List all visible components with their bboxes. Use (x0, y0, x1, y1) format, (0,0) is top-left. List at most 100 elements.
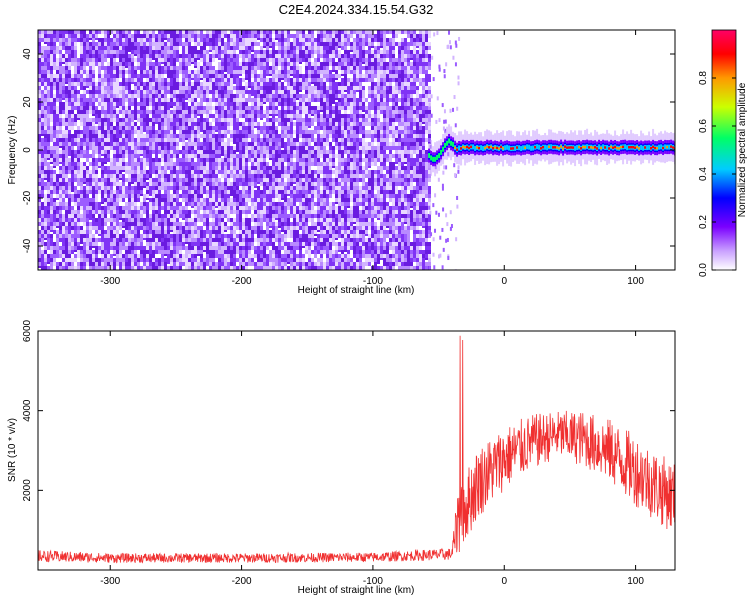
heatmap-cell (233, 34, 236, 38)
heatmap-cell (86, 238, 89, 242)
heatmap-cell (308, 262, 311, 266)
heatmap-cell (251, 154, 254, 158)
heatmap-cell (47, 174, 50, 184)
heatmap-cell (263, 126, 266, 130)
heatmap-cell (143, 206, 146, 210)
heatmap-cell (260, 226, 263, 230)
heatmap-cell (101, 90, 104, 94)
heatmap-cell (236, 66, 239, 70)
heatmap-cell (143, 94, 146, 98)
heatmap-cell (197, 174, 200, 178)
heatmap-cell (200, 58, 203, 62)
heatmap-cell (185, 174, 188, 178)
heatmap-cell (167, 66, 170, 70)
heatmap-cell (143, 266, 146, 270)
heatmap-cell (197, 150, 200, 154)
heatmap-cell (71, 114, 74, 118)
heatmap-cell (38, 70, 41, 74)
heatmap-cell (215, 162, 218, 166)
heatmap-cell (137, 106, 140, 110)
heatmap-cell (131, 130, 134, 134)
heatmap-cell (41, 30, 44, 34)
heatmap-cell (269, 34, 272, 38)
heatmap-cell (293, 98, 296, 102)
heatmap-cell (77, 190, 80, 194)
heatmap-cell (176, 158, 179, 162)
heatmap-cell (224, 122, 227, 126)
heatmap-cell (248, 38, 251, 42)
heatmap-cell (257, 106, 260, 110)
heatmap-cell (113, 222, 116, 226)
heatmap-cell (215, 150, 218, 154)
heatmap-cell (308, 210, 311, 214)
heatmap-cell (206, 186, 209, 190)
heatmap-cell (158, 150, 161, 154)
heatmap-cell (278, 246, 281, 250)
heatmap-cell (308, 138, 311, 142)
heatmap-cell (278, 74, 281, 78)
heatmap-cell (62, 122, 65, 126)
heatmap-cell (83, 154, 86, 158)
heatmap-cell (221, 66, 224, 70)
heatmap-cell (233, 122, 236, 132)
heatmap-cell (95, 130, 98, 134)
heatmap-cell (44, 138, 47, 142)
heatmap-cell (281, 50, 284, 54)
heatmap-cell (38, 30, 41, 34)
heatmap-cell (155, 166, 158, 170)
heatmap-cell (182, 182, 185, 186)
heatmap-cell (83, 122, 86, 126)
heatmap-cell (305, 118, 308, 122)
heatmap-cell (173, 46, 176, 50)
heatmap-cell (101, 46, 104, 50)
heatmap-cell (158, 250, 161, 254)
heatmap-cell (104, 166, 107, 176)
heatmap-cell (143, 142, 146, 146)
heatmap-cell (47, 246, 50, 250)
heatmap-cell (311, 206, 314, 210)
heatmap-cell (269, 54, 272, 58)
heatmap-cell (176, 150, 179, 154)
heatmap-cell (275, 230, 278, 234)
heatmap-cell (188, 74, 191, 78)
heatmap-cell (44, 50, 47, 54)
heatmap-cell (266, 258, 269, 262)
heatmap-cell (161, 78, 164, 82)
heatmap-cell (191, 218, 194, 222)
heatmap-cell (191, 230, 194, 234)
heatmap-cell (116, 54, 119, 58)
heatmap-cell (104, 230, 107, 234)
heatmap-cell (56, 130, 59, 134)
heatmap-cell (104, 218, 107, 222)
heatmap-cell (308, 250, 311, 254)
heatmap-cell (86, 250, 89, 254)
heatmap-cell (95, 194, 98, 198)
heatmap-cell (86, 62, 89, 66)
heatmap-cell (122, 46, 125, 50)
heatmap-cell (278, 62, 281, 66)
heatmap-cell (71, 74, 74, 78)
heatmap-cell (92, 254, 95, 258)
heatmap-cell (116, 118, 119, 122)
heatmap-cell (209, 210, 212, 214)
heatmap-cell (290, 142, 293, 146)
heatmap-cell (206, 62, 209, 66)
heatmap-cell (215, 170, 218, 174)
heatmap-cell (191, 210, 194, 214)
heatmap-cell (239, 62, 242, 66)
heatmap-cell (41, 78, 44, 82)
heatmap-cell (113, 154, 116, 158)
heatmap-cell (71, 34, 74, 38)
heatmap-cell (248, 54, 251, 58)
heatmap-cell (257, 126, 260, 130)
heatmap-cell (269, 78, 272, 88)
heatmap-cell (101, 62, 104, 66)
heatmap-cell (77, 170, 80, 174)
heatmap-cell (128, 74, 131, 78)
heatmap-cell (221, 214, 224, 218)
heatmap-cell (161, 202, 164, 206)
heatmap-cell (272, 238, 275, 242)
heatmap-cell (233, 42, 236, 46)
heatmap-cell (131, 150, 134, 154)
heatmap-cell (170, 258, 173, 262)
